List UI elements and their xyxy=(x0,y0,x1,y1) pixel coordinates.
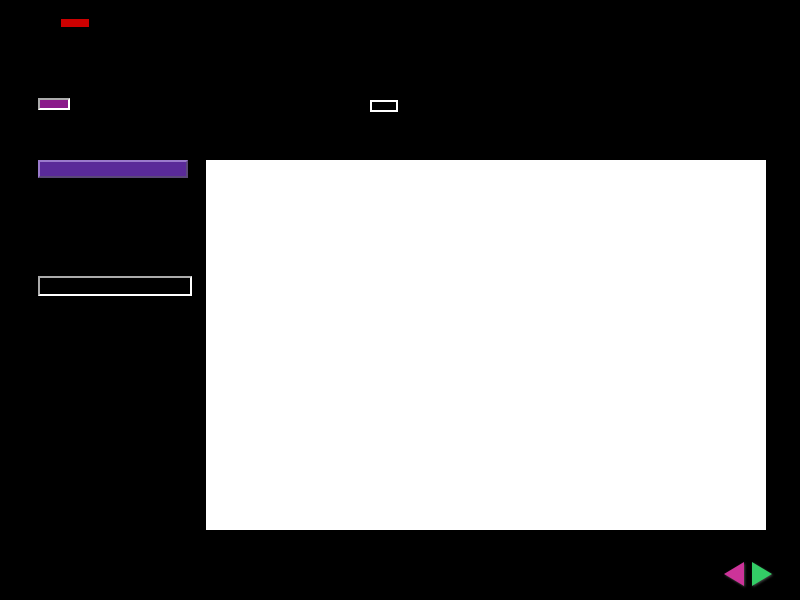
section-title xyxy=(38,98,70,110)
conclusion-text xyxy=(38,276,192,296)
probability-plot xyxy=(206,160,766,530)
experiment-box xyxy=(38,160,188,178)
citation xyxy=(370,100,398,112)
chapter-title xyxy=(60,18,90,28)
prev-slide-icon[interactable] xyxy=(724,562,744,586)
next-slide-icon[interactable] xyxy=(752,562,772,586)
